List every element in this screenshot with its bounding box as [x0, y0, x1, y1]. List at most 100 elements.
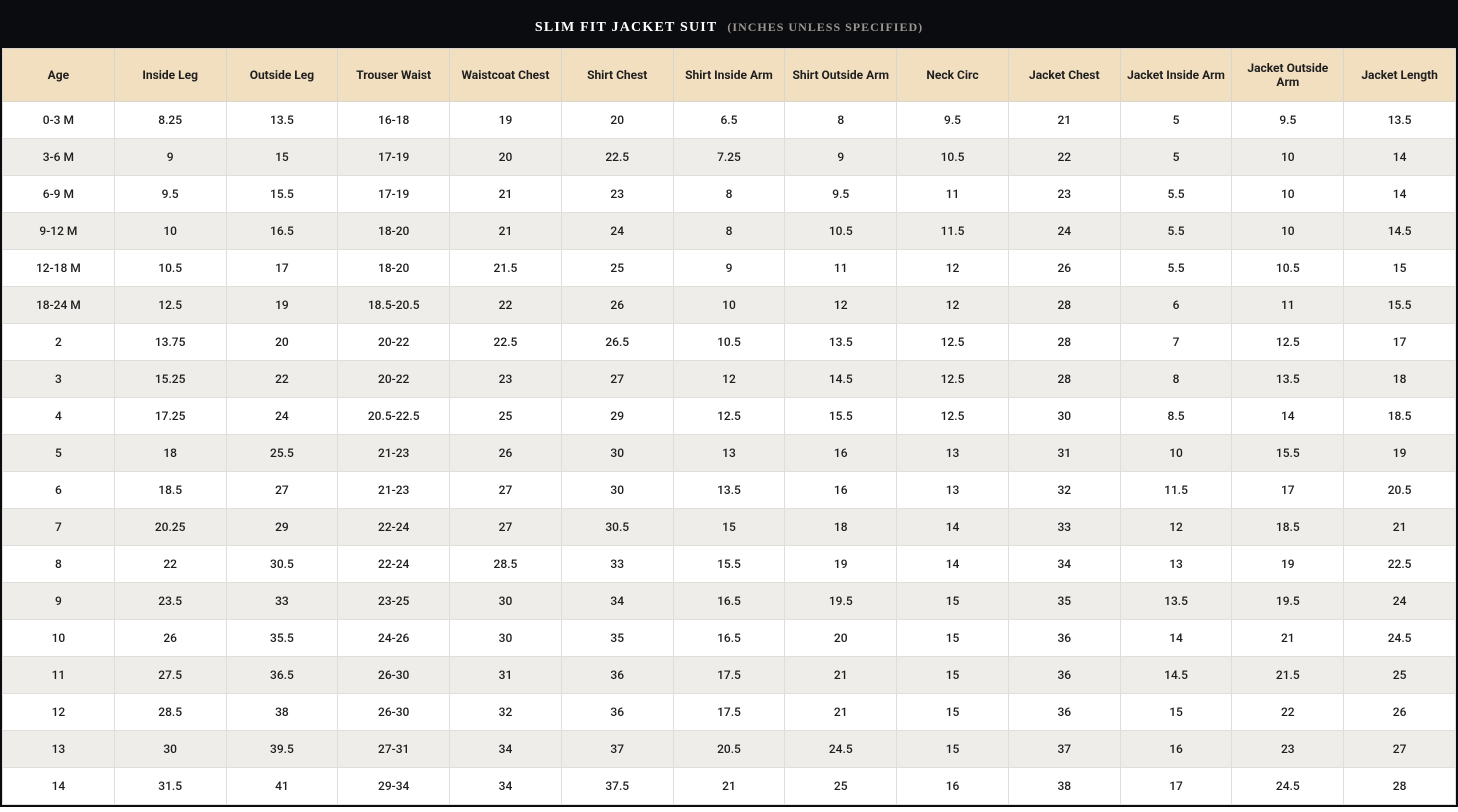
table-cell: 6.5: [673, 102, 785, 139]
table-cell: 12.5: [897, 324, 1009, 361]
table-row: 12-18 M10.51718-2021.52591112265.510.515: [3, 250, 1456, 287]
table-cell: 28: [1344, 768, 1456, 805]
table-cell: 16.5: [673, 620, 785, 657]
table-cell: 30.5: [561, 509, 673, 546]
table-row: 923.53323-25303416.519.5153513.519.524: [3, 583, 1456, 620]
table-cell: 12.5: [1232, 324, 1344, 361]
table-row: 1228.53826-30323617.5211536152226: [3, 694, 1456, 731]
table-cell: 30: [114, 731, 226, 768]
table-cell: 25: [450, 398, 562, 435]
table-cell: 12: [673, 361, 785, 398]
table-cell: 26: [1008, 250, 1120, 287]
table-cell: 29: [561, 398, 673, 435]
col-header: Waistcoat Chest: [450, 49, 562, 102]
table-row: 51825.521-232630131613311015.519: [3, 435, 1456, 472]
table-cell: 26: [114, 620, 226, 657]
table-cell: 15: [1344, 250, 1456, 287]
table-cell: 36: [1008, 657, 1120, 694]
table-cell: 21: [673, 768, 785, 805]
table-row: 213.752020-2222.526.510.513.512.528712.5…: [3, 324, 1456, 361]
table-cell: 27: [561, 361, 673, 398]
table-cell: 13: [3, 731, 115, 768]
table-cell: 13.5: [1232, 361, 1344, 398]
table-cell: 20: [561, 102, 673, 139]
size-chart-container: SLIM FIT JACKET SUIT (INCHES UNLESS SPEC…: [0, 0, 1458, 807]
table-cell: 35: [561, 620, 673, 657]
table-cell: 9.5: [114, 176, 226, 213]
table-cell: 12.5: [897, 361, 1009, 398]
table-cell: 21: [785, 657, 897, 694]
table-cell: 36: [1008, 620, 1120, 657]
table-row: 133039.527-31343720.524.51537162327: [3, 731, 1456, 768]
table-cell: 18: [114, 435, 226, 472]
table-cell: 11: [785, 250, 897, 287]
table-cell: 19: [450, 102, 562, 139]
col-header: Outside Leg: [226, 49, 338, 102]
table-cell: 17: [226, 250, 338, 287]
col-header: Shirt Outside Arm: [785, 49, 897, 102]
table-cell: 21: [1008, 102, 1120, 139]
table-cell: 10.5: [673, 324, 785, 361]
table-cell: 10: [1120, 435, 1232, 472]
table-cell: 12.5: [897, 398, 1009, 435]
table-cell: 15.5: [1232, 435, 1344, 472]
table-row: 1431.54129-343437.5212516381724.528: [3, 768, 1456, 805]
table-cell: 12.5: [673, 398, 785, 435]
table-cell: 8.5: [1120, 398, 1232, 435]
table-cell: 20-22: [338, 324, 450, 361]
table-cell: 12.5: [114, 287, 226, 324]
table-cell: 20.5: [673, 731, 785, 768]
table-cell: 24: [226, 398, 338, 435]
table-cell: 12: [897, 287, 1009, 324]
table-cell: 31: [1008, 435, 1120, 472]
table-cell: 31: [450, 657, 562, 694]
table-cell: 16: [785, 472, 897, 509]
table-cell: 39.5: [226, 731, 338, 768]
table-cell: 23: [561, 176, 673, 213]
table-cell: 18.5: [1344, 398, 1456, 435]
table-body: 0-3 M8.2513.516-1819206.589.52159.513.53…: [3, 102, 1456, 805]
table-cell: 30: [561, 472, 673, 509]
table-cell: 7.25: [673, 139, 785, 176]
table-cell: 18.5: [114, 472, 226, 509]
table-cell: 21: [1344, 509, 1456, 546]
table-cell: 33: [561, 546, 673, 583]
table-row: 315.252220-2223271214.512.528813.518: [3, 361, 1456, 398]
table-cell: 32: [1008, 472, 1120, 509]
col-header: Trouser Waist: [338, 49, 450, 102]
table-cell: 10.5: [114, 250, 226, 287]
table-cell: 19: [785, 546, 897, 583]
table-cell: 15: [897, 657, 1009, 694]
table-cell: 22: [114, 546, 226, 583]
table-cell: 8: [785, 102, 897, 139]
table-cell: 24: [1008, 213, 1120, 250]
table-cell: 29: [226, 509, 338, 546]
table-cell: 20.5: [1344, 472, 1456, 509]
table-cell: 38: [1008, 768, 1120, 805]
table-cell: 10.5: [897, 139, 1009, 176]
table-cell: 34: [450, 768, 562, 805]
table-cell: 9: [785, 139, 897, 176]
table-cell: 14: [897, 509, 1009, 546]
table-cell: 31.5: [114, 768, 226, 805]
col-header: Jacket Chest: [1008, 49, 1120, 102]
table-cell: 28: [1008, 324, 1120, 361]
table-cell: 23: [1008, 176, 1120, 213]
table-cell: 12: [785, 287, 897, 324]
table-cell: 29-34: [338, 768, 450, 805]
table-cell: 15: [897, 694, 1009, 731]
table-cell: 26.5: [561, 324, 673, 361]
table-cell: 3-6 M: [3, 139, 115, 176]
table-cell: 22-24: [338, 546, 450, 583]
table-cell: 13.75: [114, 324, 226, 361]
table-cell: 5.5: [1120, 176, 1232, 213]
table-row: 417.252420.5-22.5252912.515.512.5308.514…: [3, 398, 1456, 435]
table-cell: 18.5: [1232, 509, 1344, 546]
table-cell: 21-23: [338, 472, 450, 509]
table-cell: 22.5: [1344, 546, 1456, 583]
table-cell: 12: [3, 694, 115, 731]
table-cell: 23: [450, 361, 562, 398]
table-cell: 24: [561, 213, 673, 250]
table-cell: 8: [673, 176, 785, 213]
col-header: Jacket Inside Arm: [1120, 49, 1232, 102]
